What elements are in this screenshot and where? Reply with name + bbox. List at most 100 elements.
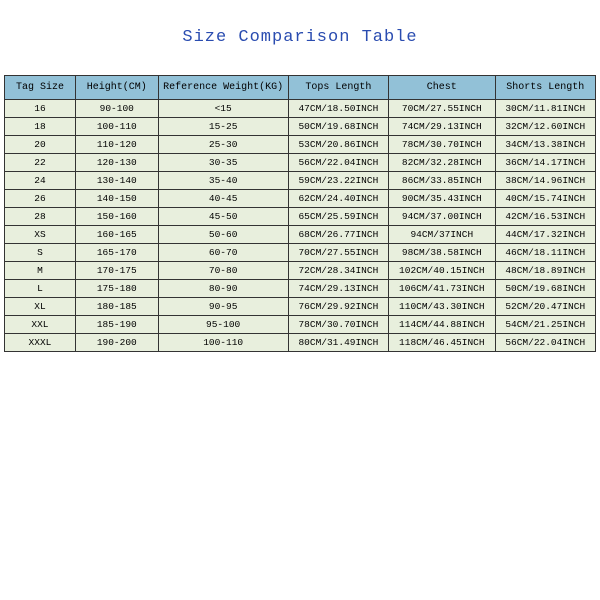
table-cell: M bbox=[5, 262, 76, 280]
table-cell: 56CM/22.04INCH bbox=[288, 154, 388, 172]
table-cell: 94CM/37.00INCH bbox=[389, 208, 495, 226]
table-cell: 76CM/29.92INCH bbox=[288, 298, 388, 316]
table-cell: 50-60 bbox=[158, 226, 288, 244]
table-row: 1690-100<1547CM/18.50INCH70CM/27.55INCH3… bbox=[5, 100, 596, 118]
table-row: 22120-13030-3556CM/22.04INCH82CM/32.28IN… bbox=[5, 154, 596, 172]
table-cell: 118CM/46.45INCH bbox=[389, 334, 495, 352]
table-cell: 165-170 bbox=[75, 244, 158, 262]
table-cell: 65CM/25.59INCH bbox=[288, 208, 388, 226]
table-cell: 74CM/29.13INCH bbox=[389, 118, 495, 136]
table-cell: 45-50 bbox=[158, 208, 288, 226]
table-cell: 62CM/24.40INCH bbox=[288, 190, 388, 208]
table-cell: L bbox=[5, 280, 76, 298]
table-row: XXL185-19095-10078CM/30.70INCH114CM/44.8… bbox=[5, 316, 596, 334]
table-cell: 190-200 bbox=[75, 334, 158, 352]
table-cell: 90-100 bbox=[75, 100, 158, 118]
table-cell: 26 bbox=[5, 190, 76, 208]
table-cell: 100-110 bbox=[158, 334, 288, 352]
table-cell: 46CM/18.11INCH bbox=[495, 244, 596, 262]
table-cell: 86CM/33.85INCH bbox=[389, 172, 495, 190]
table-cell: 106CM/41.73INCH bbox=[389, 280, 495, 298]
table-cell: 59CM/23.22INCH bbox=[288, 172, 388, 190]
column-header: Height(CM) bbox=[75, 76, 158, 100]
table-cell: 36CM/14.17INCH bbox=[495, 154, 596, 172]
column-header: Tag Size bbox=[5, 76, 76, 100]
table-cell: 53CM/20.86INCH bbox=[288, 136, 388, 154]
table-cell: 160-165 bbox=[75, 226, 158, 244]
table-cell: XS bbox=[5, 226, 76, 244]
table-cell: <15 bbox=[158, 100, 288, 118]
table-row: XXXL190-200100-11080CM/31.49INCH118CM/46… bbox=[5, 334, 596, 352]
table-cell: 50CM/19.68INCH bbox=[288, 118, 388, 136]
table-row: 24130-14035-4059CM/23.22INCH86CM/33.85IN… bbox=[5, 172, 596, 190]
table-row: L175-18080-9074CM/29.13INCH106CM/41.73IN… bbox=[5, 280, 596, 298]
table-cell: 28 bbox=[5, 208, 76, 226]
table-cell: 120-130 bbox=[75, 154, 158, 172]
table-cell: 70-80 bbox=[158, 262, 288, 280]
table-cell: 15-25 bbox=[158, 118, 288, 136]
table-cell: 94CM/37INCH bbox=[389, 226, 495, 244]
table-cell: 70CM/27.55INCH bbox=[288, 244, 388, 262]
table-cell: XXXL bbox=[5, 334, 76, 352]
table-cell: 80CM/31.49INCH bbox=[288, 334, 388, 352]
table-row: XL180-18590-9576CM/29.92INCH110CM/43.30I… bbox=[5, 298, 596, 316]
table-cell: XXL bbox=[5, 316, 76, 334]
table-cell: 50CM/19.68INCH bbox=[495, 280, 596, 298]
column-header: Shorts Length bbox=[495, 76, 596, 100]
table-row: S165-17060-7070CM/27.55INCH98CM/38.58INC… bbox=[5, 244, 596, 262]
table-cell: 78CM/30.70INCH bbox=[288, 316, 388, 334]
table-cell: 90-95 bbox=[158, 298, 288, 316]
table-cell: 30CM/11.81INCH bbox=[495, 100, 596, 118]
size-table: Tag SizeHeight(CM)Reference Weight(KG)To… bbox=[4, 75, 596, 352]
table-cell: 40CM/15.74INCH bbox=[495, 190, 596, 208]
table-cell: 82CM/32.28INCH bbox=[389, 154, 495, 172]
table-cell: 180-185 bbox=[75, 298, 158, 316]
table-cell: 30-35 bbox=[158, 154, 288, 172]
table-cell: 78CM/30.70INCH bbox=[389, 136, 495, 154]
table-cell: 140-150 bbox=[75, 190, 158, 208]
table-cell: 114CM/44.88INCH bbox=[389, 316, 495, 334]
table-row: 28150-16045-5065CM/25.59INCH94CM/37.00IN… bbox=[5, 208, 596, 226]
table-cell: 38CM/14.96INCH bbox=[495, 172, 596, 190]
table-cell: 44CM/17.32INCH bbox=[495, 226, 596, 244]
table-cell: 32CM/12.60INCH bbox=[495, 118, 596, 136]
table-row: 26140-15040-4562CM/24.40INCH90CM/35.43IN… bbox=[5, 190, 596, 208]
column-header: Tops Length bbox=[288, 76, 388, 100]
table-cell: 48CM/18.89INCH bbox=[495, 262, 596, 280]
page-container: Size Comparison Table Tag SizeHeight(CM)… bbox=[0, 0, 600, 352]
table-cell: 18 bbox=[5, 118, 76, 136]
table-cell: 95-100 bbox=[158, 316, 288, 334]
table-cell: S bbox=[5, 244, 76, 262]
table-row: XS160-16550-6068CM/26.77INCH94CM/37INCH4… bbox=[5, 226, 596, 244]
table-cell: 70CM/27.55INCH bbox=[389, 100, 495, 118]
table-row: M170-17570-8072CM/28.34INCH102CM/40.15IN… bbox=[5, 262, 596, 280]
table-cell: 25-30 bbox=[158, 136, 288, 154]
table-cell: 98CM/38.58INCH bbox=[389, 244, 495, 262]
table-cell: 72CM/28.34INCH bbox=[288, 262, 388, 280]
table-cell: 170-175 bbox=[75, 262, 158, 280]
table-row: 20110-12025-3053CM/20.86INCH78CM/30.70IN… bbox=[5, 136, 596, 154]
table-cell: 20 bbox=[5, 136, 76, 154]
table-cell: 52CM/20.47INCH bbox=[495, 298, 596, 316]
table-cell: 16 bbox=[5, 100, 76, 118]
table-cell: 68CM/26.77INCH bbox=[288, 226, 388, 244]
page-title: Size Comparison Table bbox=[4, 28, 596, 47]
table-cell: 35-40 bbox=[158, 172, 288, 190]
table-cell: 42CM/16.53INCH bbox=[495, 208, 596, 226]
table-cell: 185-190 bbox=[75, 316, 158, 334]
table-cell: 110-120 bbox=[75, 136, 158, 154]
table-cell: 56CM/22.04INCH bbox=[495, 334, 596, 352]
table-cell: 150-160 bbox=[75, 208, 158, 226]
table-cell: 47CM/18.50INCH bbox=[288, 100, 388, 118]
table-cell: 100-110 bbox=[75, 118, 158, 136]
table-cell: 24 bbox=[5, 172, 76, 190]
table-cell: 175-180 bbox=[75, 280, 158, 298]
table-cell: 110CM/43.30INCH bbox=[389, 298, 495, 316]
column-header: Reference Weight(KG) bbox=[158, 76, 288, 100]
table-cell: 60-70 bbox=[158, 244, 288, 262]
table-cell: 34CM/13.38INCH bbox=[495, 136, 596, 154]
table-cell: 90CM/35.43INCH bbox=[389, 190, 495, 208]
table-cell: XL bbox=[5, 298, 76, 316]
table-cell: 22 bbox=[5, 154, 76, 172]
table-body: 1690-100<1547CM/18.50INCH70CM/27.55INCH3… bbox=[5, 100, 596, 352]
